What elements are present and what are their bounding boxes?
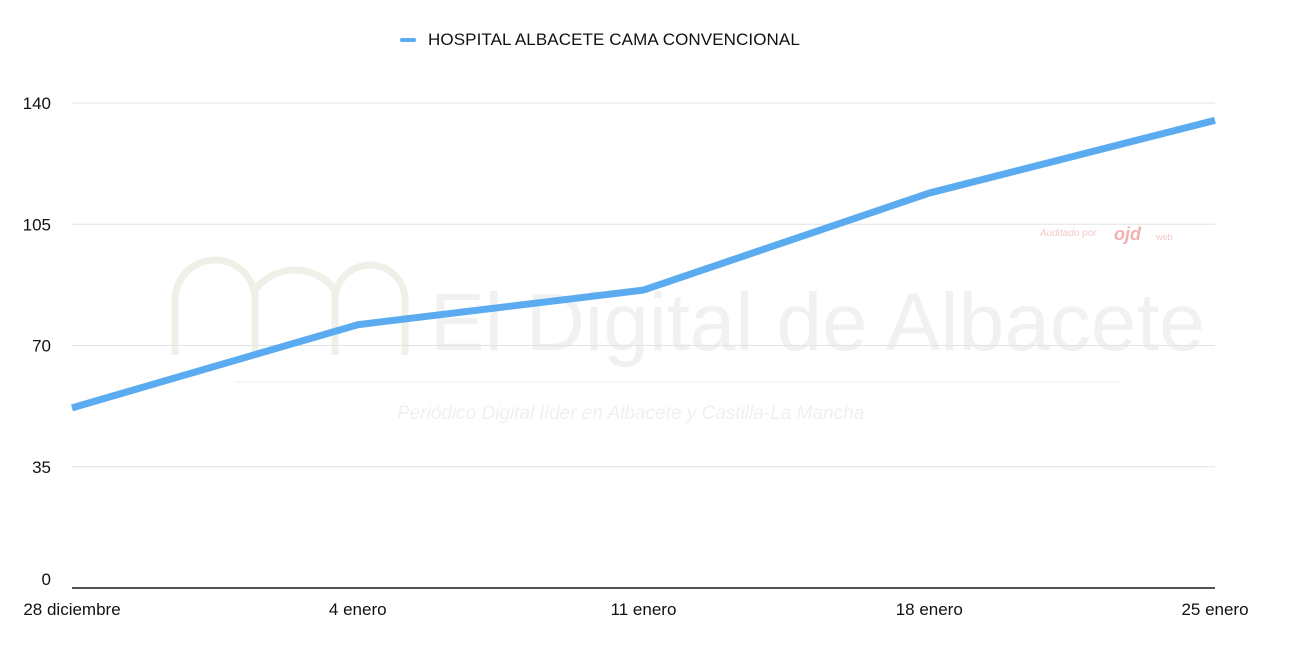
x-tick-label: 4 enero xyxy=(329,600,387,619)
x-axis-ticks: 28 diciembre 4 enero 11 enero 18 enero 25 en… xyxy=(23,600,1248,619)
x-tick-label: 18 enero xyxy=(896,600,963,619)
y-tick-label: 105 xyxy=(23,215,51,234)
y-axis-ticks: 0 35 70 105 140 xyxy=(23,94,51,589)
x-tick-label: 25 enero xyxy=(1181,600,1248,619)
audit-suffix: web xyxy=(1155,232,1173,242)
watermark-logo: El Digital de Albacete Periódico Digital… xyxy=(171,224,1205,424)
watermark-title: El Digital de Albacete xyxy=(430,277,1205,368)
series-group xyxy=(71,116,1216,412)
audit-logo: ojd xyxy=(1114,224,1142,244)
audit-text: Auditado por xyxy=(1039,228,1097,239)
x-tick-label: 11 enero xyxy=(611,600,677,619)
legend-label: HOSPITAL ALBACETE CAMA CONVENCIONAL xyxy=(428,30,800,49)
y-tick-label: 35 xyxy=(32,458,51,477)
y-tick-label: 140 xyxy=(23,94,51,113)
grid-lines xyxy=(72,102,1215,468)
y-tick-label: 70 xyxy=(32,337,51,356)
watermark-tagline: Periódico Digital líder en Albacete y Ca… xyxy=(397,403,864,424)
y-tick-label: 0 xyxy=(42,570,51,589)
legend-swatch xyxy=(400,38,416,42)
x-tick-label: 28 diciembre xyxy=(23,600,120,619)
watermark-arch-icon xyxy=(171,256,409,355)
legend: HOSPITAL ALBACETE CAMA CONVENCIONAL xyxy=(400,30,800,50)
